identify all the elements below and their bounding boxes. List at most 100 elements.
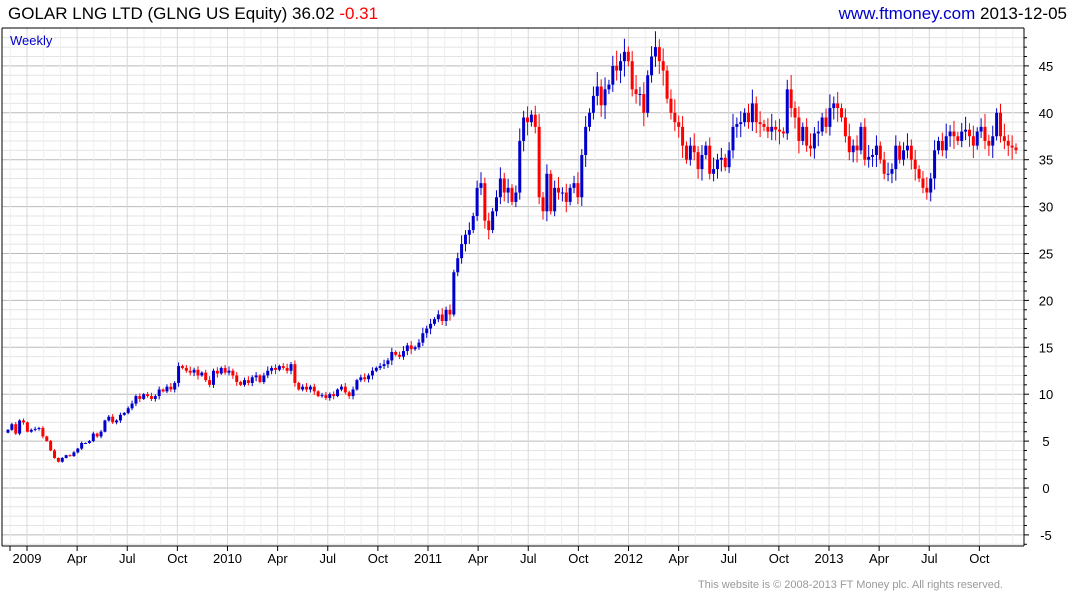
candle-body xyxy=(405,345,409,352)
candle xyxy=(347,390,351,399)
candle xyxy=(545,164,549,222)
candle-body xyxy=(126,408,130,413)
candle xyxy=(781,127,785,138)
candle xyxy=(878,141,882,164)
candle-body xyxy=(843,117,847,137)
candle xyxy=(436,310,440,323)
x-tick-label: Oct xyxy=(769,551,790,566)
candle-body xyxy=(708,145,712,174)
candle xyxy=(832,96,836,120)
candle xyxy=(863,118,867,166)
candle xyxy=(793,101,797,129)
candle-body xyxy=(219,367,223,374)
candle xyxy=(41,426,45,439)
candle xyxy=(677,115,681,138)
candle xyxy=(995,108,999,141)
candle xyxy=(18,419,22,436)
candle xyxy=(440,308,444,326)
candle xyxy=(242,377,246,387)
candle-body xyxy=(87,441,91,443)
candle xyxy=(165,384,169,394)
candle xyxy=(246,376,250,386)
candle xyxy=(933,140,937,190)
candle xyxy=(665,65,669,104)
candle-body xyxy=(122,412,126,415)
candle-body xyxy=(1006,140,1010,146)
candle-body xyxy=(847,136,851,153)
candle-body xyxy=(595,86,599,96)
candle xyxy=(642,82,646,127)
candle-body xyxy=(502,178,506,193)
candle-body xyxy=(258,375,262,383)
candle-body xyxy=(355,380,359,390)
candle-body xyxy=(448,309,452,315)
candle xyxy=(843,108,847,143)
candle xyxy=(56,457,60,463)
candle-body xyxy=(390,351,394,361)
candle-body xyxy=(491,211,495,231)
candle-body xyxy=(1002,136,1006,141)
candle xyxy=(979,118,983,138)
candle-body xyxy=(118,414,122,421)
candle xyxy=(564,183,568,213)
candle-body xyxy=(359,377,363,381)
candle xyxy=(421,327,425,347)
candle xyxy=(727,142,731,173)
candle-body xyxy=(607,84,611,90)
site-link[interactable]: www.ftmoney.com xyxy=(838,4,976,23)
x-tick-label: 2010 xyxy=(213,551,242,566)
candle-body xyxy=(677,122,681,127)
candle xyxy=(708,137,712,180)
candle-body xyxy=(37,427,41,429)
candle-body xyxy=(611,65,615,85)
candle xyxy=(29,428,33,433)
candle xyxy=(611,55,615,92)
candle-body xyxy=(169,386,173,390)
candle xyxy=(289,361,293,375)
candle-body xyxy=(417,342,421,348)
candle-body xyxy=(53,450,57,458)
candle xyxy=(409,341,413,355)
candle xyxy=(258,374,262,384)
candle xyxy=(487,212,491,240)
candle xyxy=(921,171,925,194)
candle xyxy=(661,48,665,86)
candle xyxy=(836,91,840,122)
candle xyxy=(297,381,301,391)
candle-body xyxy=(871,155,875,157)
candle-body xyxy=(684,145,688,160)
candle xyxy=(557,177,561,200)
candle xyxy=(80,441,84,451)
candle xyxy=(378,363,382,371)
x-tick-label: 2009 xyxy=(13,551,42,566)
candle-body xyxy=(316,391,320,397)
candle-body xyxy=(836,103,840,109)
candle xyxy=(351,386,355,400)
candle xyxy=(429,318,433,335)
candle xyxy=(134,394,138,407)
candle xyxy=(824,108,828,134)
candle-body xyxy=(107,416,111,421)
candle-body xyxy=(479,183,483,188)
x-tick-label: Apr xyxy=(468,551,489,566)
candle-body xyxy=(971,136,975,146)
candle xyxy=(537,113,541,205)
candle xyxy=(533,105,537,134)
candle xyxy=(25,421,29,433)
candle xyxy=(739,111,743,138)
candle xyxy=(859,122,863,155)
candle xyxy=(239,380,243,387)
candle-body xyxy=(440,314,444,322)
candle-body xyxy=(301,386,305,390)
x-tick-label: Oct xyxy=(368,551,389,566)
candle-body xyxy=(177,366,181,383)
candle xyxy=(332,391,336,400)
candle-body xyxy=(285,367,289,371)
candle xyxy=(10,422,14,431)
candle xyxy=(905,133,909,159)
candle xyxy=(177,362,181,387)
candle-body xyxy=(781,131,785,134)
candle-body xyxy=(281,366,285,368)
candle xyxy=(816,120,820,147)
candle xyxy=(370,367,374,380)
